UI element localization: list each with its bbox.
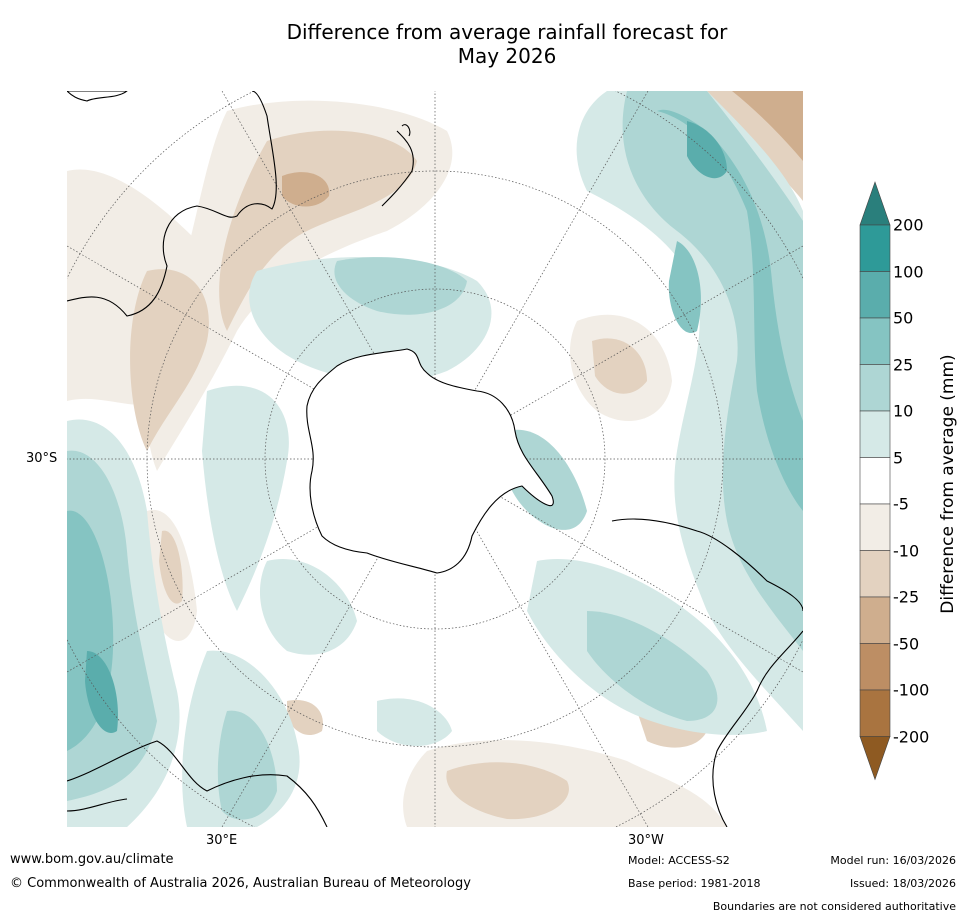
colorbar-tick-label: 200 <box>893 215 924 235</box>
colorbar-tick-label: -5 <box>893 494 909 514</box>
colorbar-tick-label: 100 <box>893 262 924 281</box>
new-zealand-coast <box>381 130 414 207</box>
colorbar-tick-label: -50 <box>893 634 920 653</box>
australia-coast <box>67 91 277 317</box>
colorbar-tick-label: 25 <box>893 355 914 374</box>
colorbar-segment <box>859 596 891 644</box>
colorbar-tick-label: -10 <box>893 541 920 560</box>
africa-coast <box>67 740 328 827</box>
coastlines <box>67 91 803 827</box>
footer-copyright: © Commonwealth of Australia 2026, Austra… <box>10 876 471 891</box>
footer-base-period: Base period: 1981-2018 <box>628 877 761 890</box>
footer-disclaimer: Boundaries are not considered authoritat… <box>712 900 956 913</box>
latitude-label: 30°S <box>26 451 58 466</box>
colorbar-tick-label: -200 <box>893 727 930 746</box>
colorbar-arrow-max <box>859 181 891 226</box>
chart-title: Difference from average rainfall forecas… <box>0 20 965 68</box>
colorbar-segments <box>859 181 891 781</box>
colorbar-segment <box>859 503 891 551</box>
colorbar-segment <box>859 550 891 598</box>
colorbar-arrow-min <box>859 736 891 781</box>
colorbar-tick-label: -100 <box>893 680 930 700</box>
colorbar-tick-label: 10 <box>893 401 914 421</box>
title-line-1: Difference from average rainfall forecas… <box>286 20 728 44</box>
colorbar-tick-label: -25 <box>893 587 920 607</box>
colorbar-tick-label: 50 <box>893 308 914 328</box>
footer-model-run: Model run: 16/03/2026 <box>830 854 956 867</box>
footer-model: Model: ACCESS-S2 <box>628 854 730 867</box>
colorbar-tick-label: 5 <box>893 448 904 467</box>
longitude-label-right: 30°W <box>628 833 664 848</box>
rainfall-anomaly-map <box>67 91 803 827</box>
colorbar-segment <box>859 457 891 505</box>
colorbar <box>859 181 891 781</box>
colorbar-segment <box>859 643 891 691</box>
antarctica-coast <box>306 348 554 574</box>
longitude-label-left: 30°E <box>206 833 238 848</box>
colorbar-segment <box>859 689 891 737</box>
footer-url[interactable]: www.bom.gov.au/climate <box>10 852 174 867</box>
south-america-coast <box>611 518 803 612</box>
footer-issued: Issued: 18/03/2026 <box>849 877 956 890</box>
colorbar-segment <box>859 410 891 458</box>
wet-anomaly-regions <box>67 91 803 827</box>
colorbar-segment <box>859 317 891 365</box>
colorbar-title: Difference from average (mm) <box>938 354 958 614</box>
colorbar-segment <box>859 271 891 319</box>
colorbar-segment <box>859 224 891 272</box>
title-line-2: May 2026 <box>457 44 557 68</box>
colorbar-segment <box>859 364 891 412</box>
